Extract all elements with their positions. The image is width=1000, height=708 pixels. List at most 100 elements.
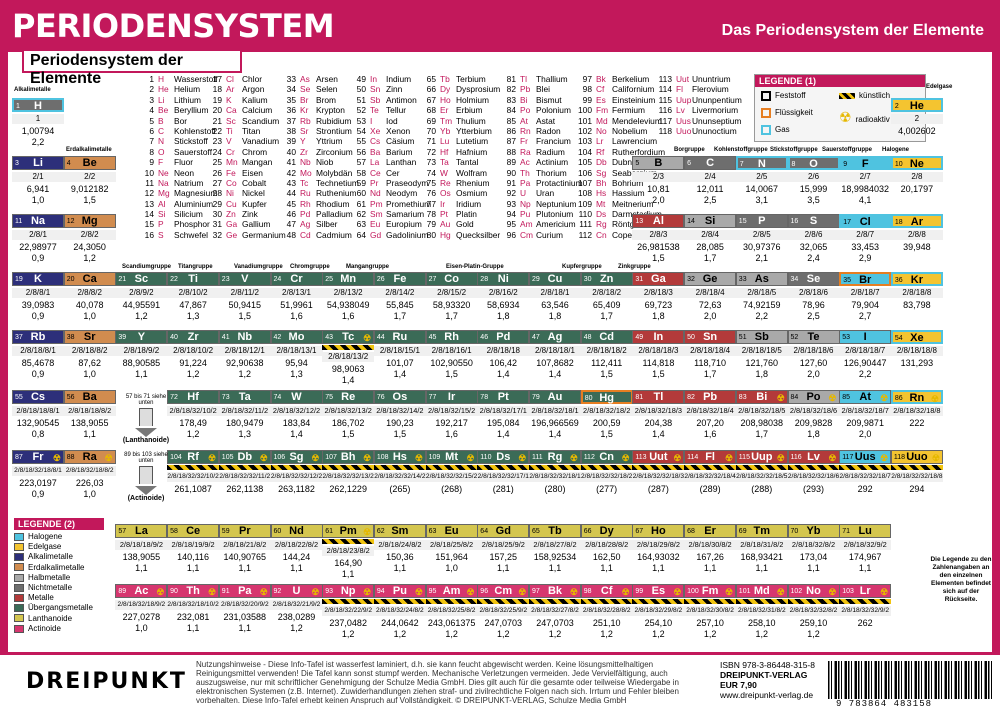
name-list-item: 18 Ar Argon [212, 84, 265, 95]
legend-2-item: Alkalimetalle [14, 552, 104, 562]
element-cell: 95 Am ☢ 2/8/18/32/25/8/2 243,061375 1,2 [425, 584, 478, 640]
name-list-item: 94 Pu Plutonium [506, 209, 574, 220]
element-cell: 21 Sc 2/8/9/2 44,95591 1,2 [115, 272, 168, 328]
name-list-item: 22 Ti Titan [212, 125, 261, 136]
element-cell: 91 Pa ☢ 2/8/18/32/20/9/2 231,03588 1,1 [218, 584, 271, 640]
element-cell: 98 Cf ☢ 2/8/18/32/28/8/2 251,10 1,2 [580, 584, 633, 640]
element-cell: 32 Ge 2/8/18/4 72,63 2,0 [684, 272, 737, 328]
name-list-item: 84 Po Polonium [506, 105, 571, 116]
element-cell: 88 Ra ☢ 2/8/18/32/18/8/2 226,03 1,0 [63, 450, 116, 506]
name-list-item: 55 Cs Cäsium [356, 136, 415, 147]
name-list-item: 24 Cr Chrom [212, 146, 268, 157]
element-cell: 45 Rh 2/8/18/16/1 102,90550 1,5 [425, 330, 478, 386]
publisher-info: ISBN 978-3-86448-315-8 DREIPUNKT-VERLAG … [720, 660, 815, 700]
name-list-item: 40 Zr Zirconium [286, 146, 353, 157]
name-list-item: 3 Li Lithium [149, 94, 201, 105]
name-list-item: 25 Mn Mangan [212, 157, 273, 168]
name-list-item: 1 H Wasserstoff [149, 74, 218, 84]
radioactive-icon: ☢ [621, 453, 630, 463]
element-cell: 36 Kr 2/8/18/8 83,798 [890, 272, 943, 328]
name-list-item: 81 Tl Thallium [506, 74, 568, 84]
element-cell: 33 As 2/8/18/5 74,92159 2,2 [735, 272, 788, 328]
element-cell: 65 Tb 2/8/18/27/8/2 158,92534 1,1 [529, 524, 581, 580]
page-subtitle: Periodensystem der Elemente [22, 51, 242, 87]
radioactive-icon: ☢ [621, 587, 630, 597]
name-list-item: 72 Hf Hafnium [426, 146, 488, 157]
name-list-item: 97 Bk Berkelium [582, 74, 650, 84]
artificial-marker [787, 465, 840, 470]
name-list-item: 49 In Indium [356, 74, 412, 84]
radioactive-icon: ☢ [880, 587, 889, 597]
artificial-marker [373, 465, 426, 470]
radioactive-icon: ☢ [259, 587, 268, 597]
barcode [828, 661, 992, 699]
element-cell: 30 Zn 2/8/18/2 65,409 1,7 [580, 272, 633, 328]
name-list-item: 37 Rb Rubidium [286, 115, 352, 126]
group-label-sauerstoff: Sauerstoffgruppe [822, 147, 873, 153]
name-list-item: 56 Ba Barium [356, 146, 413, 157]
element-cell: 80 Hg 2/8/18/32/18/2 200,59 1,5 [580, 390, 633, 446]
name-list-item: 118 UuoUnunoctium [658, 125, 737, 136]
element-cell: 13 Al 2/8/3 26,981538 1,5 [632, 214, 685, 270]
radioactive-icon: ☢ [208, 587, 217, 597]
element-cell: 85 At ☢ 2/8/18/32/18/7 209,9871 2,0 [839, 390, 892, 446]
radioactive-icon: ☢ [311, 453, 320, 463]
legend-2-item: Lanthanoide [14, 614, 104, 624]
name-list-item: 16 S Schwefel [144, 229, 208, 240]
artificial-marker [218, 465, 271, 470]
radioactive-icon: ☢ [156, 587, 165, 597]
name-list-item: 82 Pb Blei [506, 84, 550, 95]
verlag: DREIPUNKT-VERLAG [720, 670, 808, 680]
name-list-item: 15 P Phosphor [144, 219, 210, 230]
element-cell: 61 Pm ☢ 2/8/18/23/8/2 164,90 1,1 [322, 524, 375, 580]
element-cell: 76 Os 2/8/18/32/14/2 190,23 1,5 [373, 390, 426, 446]
element-cell: 100 Fm ☢ 2/8/18/32/30/8/2 257,10 1,2 [684, 584, 737, 640]
radioactive-icon: ☢ [569, 453, 578, 463]
element-cell: 22 Ti 2/8/10/2 47,867 1,3 [167, 272, 220, 328]
element-cell: 37 Rb 2/8/18/8/1 85,4678 0,9 [12, 330, 64, 386]
name-list-item: 104 Rf Rutherfordium [578, 146, 666, 157]
element-cell: 79 Au 2/8/18/32/18/1 196,966569 1,4 [529, 390, 581, 446]
element-cell: 26 Fe 2/8/14/2 55,845 1,7 [373, 272, 426, 328]
name-list-item: 30 Zn Zink [212, 209, 258, 220]
element-cell: 93 Np ☢ 2/8/18/32/22/9/2 237,0482 1,2 [322, 584, 375, 640]
name-list-item: 59 Pr Praseodym [356, 177, 429, 188]
group-label-bor: Borgruppe [674, 147, 705, 153]
radioactive-icon: ☢ [828, 453, 837, 463]
name-list-item: 35 Br Brom [286, 94, 337, 105]
artificial-marker [839, 465, 892, 470]
element-cell: 18 Ar 2/8/8 39,948 [890, 214, 943, 270]
name-list-item: 74 W Wolfram [426, 167, 488, 178]
name-list-item: 11 Na Natrium [145, 177, 204, 188]
website[interactable]: www.dreipunkt-verlag.de [720, 690, 814, 700]
element-cell: 97 Bk ☢ 2/8/18/32/27/8/2 247,0703 1,2 [529, 584, 581, 640]
name-list-item: 52 Te Tellur [356, 105, 407, 116]
name-list-item: 113 Uut Ununtrium [658, 74, 731, 84]
name-list-item: 85 At Astat [506, 115, 556, 126]
element-cell: 73 Ta 2/8/18/32/11/2 180,9479 1,3 [218, 390, 271, 446]
radioactive-icon: ☢ [776, 453, 785, 463]
element-cell: 89 Ac ☢ 2/8/18/32/18/9/2 227,0278 1,0 [115, 584, 168, 640]
element-cell: 59 Pr 2/8/18/21/8/2 140,90765 1,1 [218, 524, 271, 580]
name-list-column: 81 Tl Thallium 82 Pb Blei 83 Bi Bismut 84 Po Poloni… [498, 74, 602, 240]
element-cell: 115 Uup ☢ 2/8/18/32/32/18/5 (288) [735, 450, 788, 494]
preis: EUR 7,90 [720, 680, 757, 690]
name-list-item: 65 Tb Terbium [426, 74, 486, 84]
legend-2: LEGENDE (2) Halogene Edelgase Alkalimetall… [14, 518, 104, 640]
radioactive-icon: ☢ [311, 587, 320, 597]
name-list-item: 27 Co Cobalt [212, 177, 267, 188]
radioactive-icon: ☢ [259, 453, 268, 463]
lanthanoide-arrow: 57 bis 71 siehe unten (Lanthanoide) [122, 394, 170, 444]
name-list-column: 17 Cl Chlor 18 Ar Argon 19 K Kalium 20 Ca Calcium 21… [204, 74, 308, 240]
name-list-item: 105 Db Dubnium [578, 157, 646, 168]
name-list-item: 28 Ni Nickel [212, 188, 265, 199]
name-list-item: 8 O Sauerstoff [149, 146, 213, 157]
artificial-marker [529, 599, 581, 604]
name-list-item: 79 Au Gold [426, 219, 474, 230]
name-list-column: 33 As Arsen 34 Se Selen 35 Br Brom 36 Kr Krypton 37 R… [278, 74, 382, 240]
name-list-item: 2 He Helium [149, 84, 201, 95]
name-list-item: 7 N Stickstoff [149, 136, 208, 147]
element-cell: 87 Fr ☢ 2/8/18/32/18/8/1 223,0197 0,9 [12, 450, 64, 506]
name-list-item: 115 UupUnunpentium [658, 94, 742, 105]
element-cell: 83 Bi ☢ 2/8/18/32/18/5 208,98038 1,7 [735, 390, 788, 446]
